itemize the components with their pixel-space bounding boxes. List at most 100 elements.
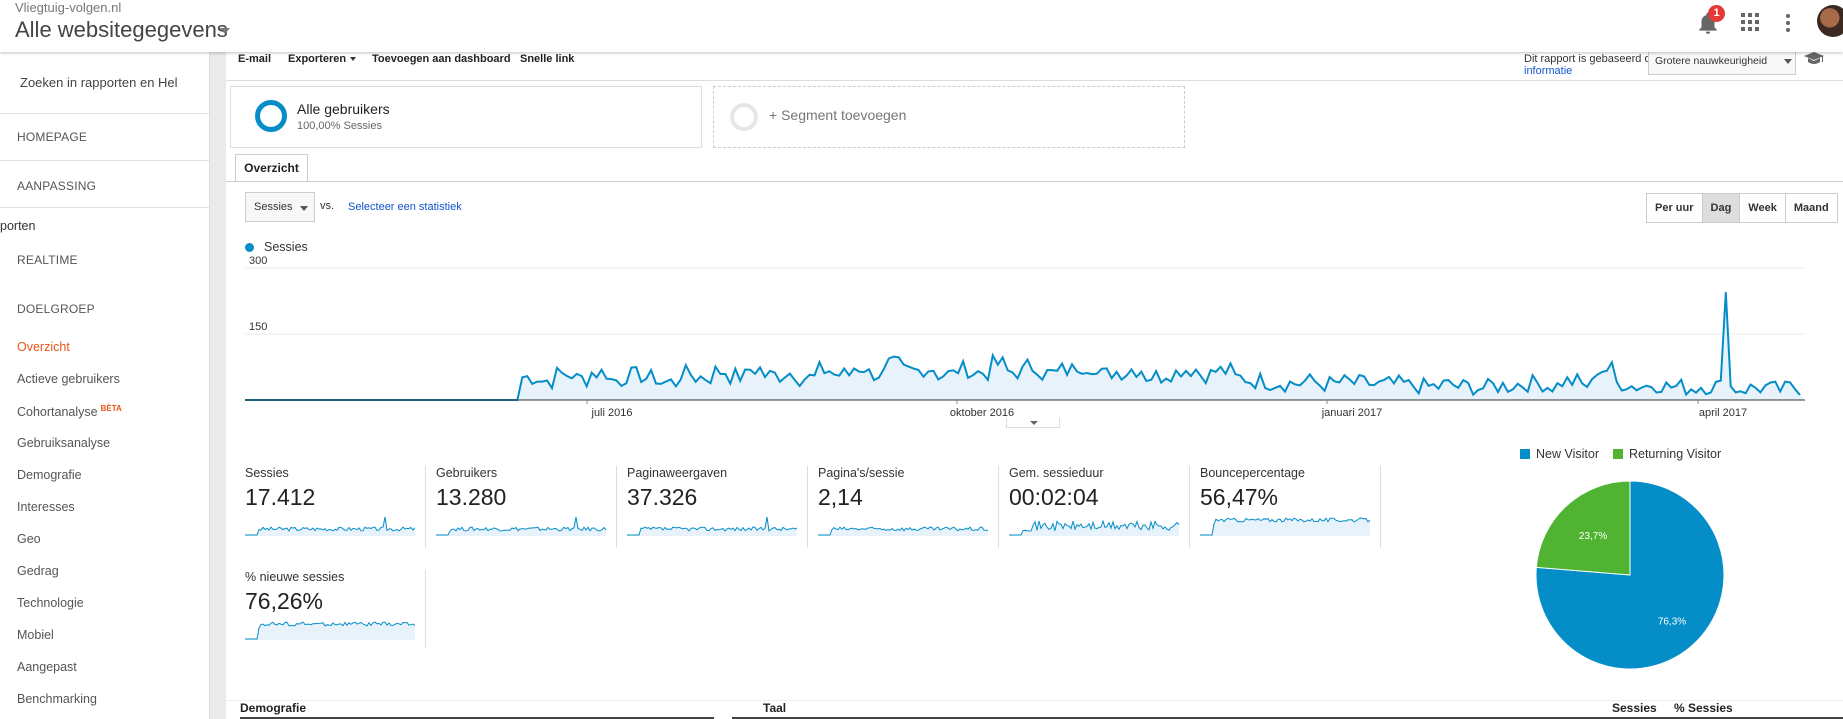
sessions-column-header: Sessies (1612, 701, 1657, 715)
chevron-down-icon[interactable] (220, 28, 230, 34)
view-selector[interactable]: Alle websitegegevens (15, 17, 228, 42)
sidebar-item-aanpassing[interactable]: AANPASSING (17, 179, 97, 193)
scorecard[interactable]: Paginaweergaven 37.326 (627, 466, 817, 548)
sidebar-item-label: Gedrag (17, 564, 59, 578)
sparkline-area (245, 622, 415, 640)
account-name[interactable]: Vliegtuig-volgen.nl (15, 0, 122, 15)
divider (226, 700, 1843, 701)
divider (1189, 466, 1190, 548)
sparkline-line (245, 621, 415, 640)
pie-slice (1535, 480, 1631, 576)
empty-segment-ring-icon (730, 103, 758, 131)
sidebar-item-label: Technologie (17, 596, 84, 610)
sidebar-item-doelgroep[interactable]: DOELGROEP (17, 302, 95, 316)
add-to-dashboard-button[interactable]: Toevoegen aan dashboard (372, 53, 511, 65)
tab-divider (226, 181, 1843, 182)
select-metric-link[interactable]: Selecteer een statistiek (348, 201, 462, 213)
scorecard-label: Bouncepercentage (1200, 466, 1305, 480)
shortcut-button[interactable]: Snelle link (520, 53, 575, 65)
sidebar-item-label: Interesses (17, 500, 75, 514)
more-vert-icon[interactable] (1781, 12, 1795, 34)
segment-share: 100,00% Sessies (297, 120, 382, 132)
sidebar-search-input[interactable]: Zoeken in rapporten en Hel (20, 75, 178, 90)
scorecard-label: Paginaweergaven (627, 466, 728, 480)
x-tick-label: juli 2016 (591, 407, 633, 419)
avatar[interactable] (1817, 5, 1843, 37)
y-tick-label: 150 (249, 321, 267, 333)
sidebar-item-realtime[interactable]: REALTIME (17, 253, 78, 267)
sparkline-area (436, 517, 606, 536)
scorecard[interactable]: Sessies 17.412 (245, 466, 435, 548)
series-legend-dot (245, 243, 254, 252)
sidebar-item-gebruiksanalyse[interactable]: Gebruiksanalyse (17, 436, 110, 450)
granularity-hour-button[interactable]: Per uur (1647, 194, 1703, 222)
sidebar-item-mobiel[interactable]: Mobiel (17, 628, 54, 642)
caret-down-icon (1784, 59, 1792, 64)
segment-name: Alle gebruikers (297, 101, 390, 117)
sparkline-area (245, 517, 415, 536)
divider (732, 717, 1843, 719)
scorecard[interactable]: Gebruikers 13.280 (436, 466, 626, 548)
legend-swatch (1612, 449, 1623, 459)
granularity-switch: Per uur Dag Week Maand (1646, 193, 1838, 223)
divider (0, 113, 210, 114)
tab-overzicht[interactable]: Overzicht (235, 154, 308, 182)
sidebar-item-gedrag[interactable]: Gedrag (17, 564, 59, 578)
sidebar-item-label: Overzicht (17, 340, 70, 354)
sidebar-item-cohortanalyse[interactable]: Cohortanalyse BÈTA (17, 404, 122, 419)
x-tick-label: april 2017 (1699, 407, 1747, 419)
granularity-month-button[interactable]: Maand (1785, 194, 1837, 222)
sessions-area (245, 292, 1805, 400)
visitor-type-pie[interactable]: 76,3% 23,7% (1530, 475, 1730, 675)
scorecard[interactable]: Bouncepercentage 56,47% (1200, 466, 1390, 548)
sidebar-item-geo[interactable]: Geo (17, 532, 41, 546)
scorecard[interactable]: % nieuwe sessies 76,26% (245, 570, 435, 652)
sidebar-item-technologie[interactable]: Technologie (17, 596, 84, 610)
x-tick-label: januari 2017 (1321, 407, 1383, 419)
sparkline (245, 621, 415, 640)
sidebar-item-aangepast[interactable]: Aangepast (17, 660, 77, 674)
sparkline (1200, 517, 1370, 536)
caret-down-icon (1030, 421, 1038, 425)
sidebar-item-label: Benchmarking (17, 692, 97, 706)
scorecard-value: 76,26% (245, 588, 324, 614)
sidebar-item-homepage[interactable]: HOMEPAGE (17, 130, 88, 144)
sidebar-item-interesses[interactable]: Interesses (17, 500, 75, 514)
sessions-chart[interactable]: 300 150 juli 2016 oktober 2016 januari 2017 a… (245, 256, 1805, 421)
caret-down-icon (350, 57, 357, 62)
notification-badge[interactable]: 1 (1708, 5, 1725, 22)
sidebar-item-demografie[interactable]: Demografie (17, 468, 82, 482)
sidebar-item-label: Demografie (17, 468, 82, 482)
vs-label: vs. (320, 200, 335, 212)
sparkline-line (1200, 517, 1370, 536)
pie-slice-label: 23,7% (1579, 531, 1607, 542)
sparkline (1009, 519, 1179, 536)
segment-card-active[interactable] (230, 86, 702, 148)
granularity-week-button[interactable]: Week (1740, 194, 1786, 222)
scorecard[interactable]: Gem. sessieduur 00:02:04 (1009, 466, 1199, 548)
add-segment-label[interactable]: + Segment toevoegen (769, 107, 907, 123)
apps-grid-icon[interactable] (1740, 12, 1760, 32)
legend-returning-visitor[interactable]: Returning Visitor (1612, 447, 1721, 461)
scorecard-label: Sessies (245, 466, 289, 480)
graduation-cap-icon[interactable] (1804, 51, 1824, 67)
export-button[interactable]: Exporteren (288, 53, 357, 65)
scorecard-label: Gebruikers (436, 466, 498, 480)
sparkline-area (1009, 521, 1179, 536)
sidebar-item-overzicht[interactable]: Overzicht (17, 340, 70, 354)
divider (807, 466, 808, 548)
scorecard[interactable]: Pagina's/sessie 2,14 (818, 466, 1008, 548)
sidebar-item-actieve-gebruikers[interactable]: Actieve gebruikers (17, 372, 120, 386)
sidebar-item-label: Gebruiksanalyse (17, 436, 111, 450)
divider (0, 160, 210, 161)
scorecard-value: 17.412 (245, 484, 316, 510)
legend-new-visitor[interactable]: New Visitor (1520, 447, 1599, 461)
sidebar-item-label: Actieve gebruikers (17, 372, 120, 386)
sidebar-item-benchmarking[interactable]: Benchmarking (17, 692, 97, 706)
scorecard-value: 37.326 (627, 484, 698, 510)
x-tick-label: oktober 2016 (950, 407, 1014, 419)
email-button[interactable]: E-mail (238, 53, 272, 65)
granularity-day-button[interactable]: Dag (1702, 194, 1741, 222)
sidebar (0, 52, 210, 719)
add-segment-card[interactable] (713, 86, 1185, 148)
